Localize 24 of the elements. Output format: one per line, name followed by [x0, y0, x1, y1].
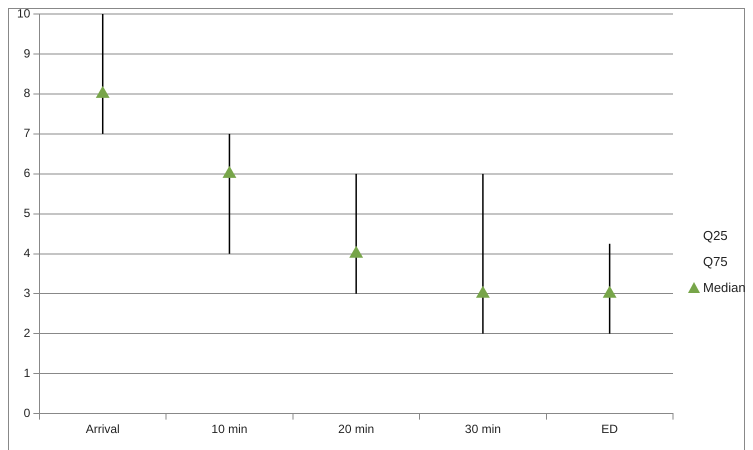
legend-label: Median — [703, 280, 746, 294]
x-tick-label: 10 min — [211, 422, 248, 436]
y-tick-label: 8 — [24, 86, 31, 100]
x-tick-label: 30 min — [464, 422, 501, 436]
point — [96, 86, 110, 98]
point — [476, 286, 490, 298]
y-tick-label: 5 — [24, 206, 31, 220]
y-tick-label: 9 — [24, 46, 31, 60]
y-tick-label: 0 — [24, 406, 31, 420]
point — [222, 166, 236, 178]
x-tick-label: 20 min — [338, 422, 374, 436]
y-tick-label: 2 — [24, 326, 31, 340]
text: Q25 — [702, 226, 729, 244]
y-tick-label: 3 — [24, 286, 31, 300]
y-tick-label: 4 — [24, 246, 31, 260]
x-tick-label: Arrival — [86, 422, 120, 436]
y-tick-label: 7 — [24, 126, 31, 140]
y-tick-label: 1 — [24, 366, 31, 380]
x-tick-label: ED — [601, 422, 618, 436]
y-tick-label: 6 — [24, 166, 31, 180]
text: Q75 — [702, 252, 729, 270]
y-tick-label: 10 — [16, 6, 31, 20]
point — [350, 246, 363, 258]
point — [603, 286, 616, 298]
